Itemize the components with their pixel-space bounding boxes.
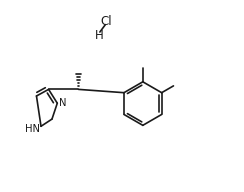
Text: H: H [95,29,104,42]
Text: N: N [59,98,66,108]
Text: HN: HN [25,123,40,134]
Text: Cl: Cl [100,15,112,28]
